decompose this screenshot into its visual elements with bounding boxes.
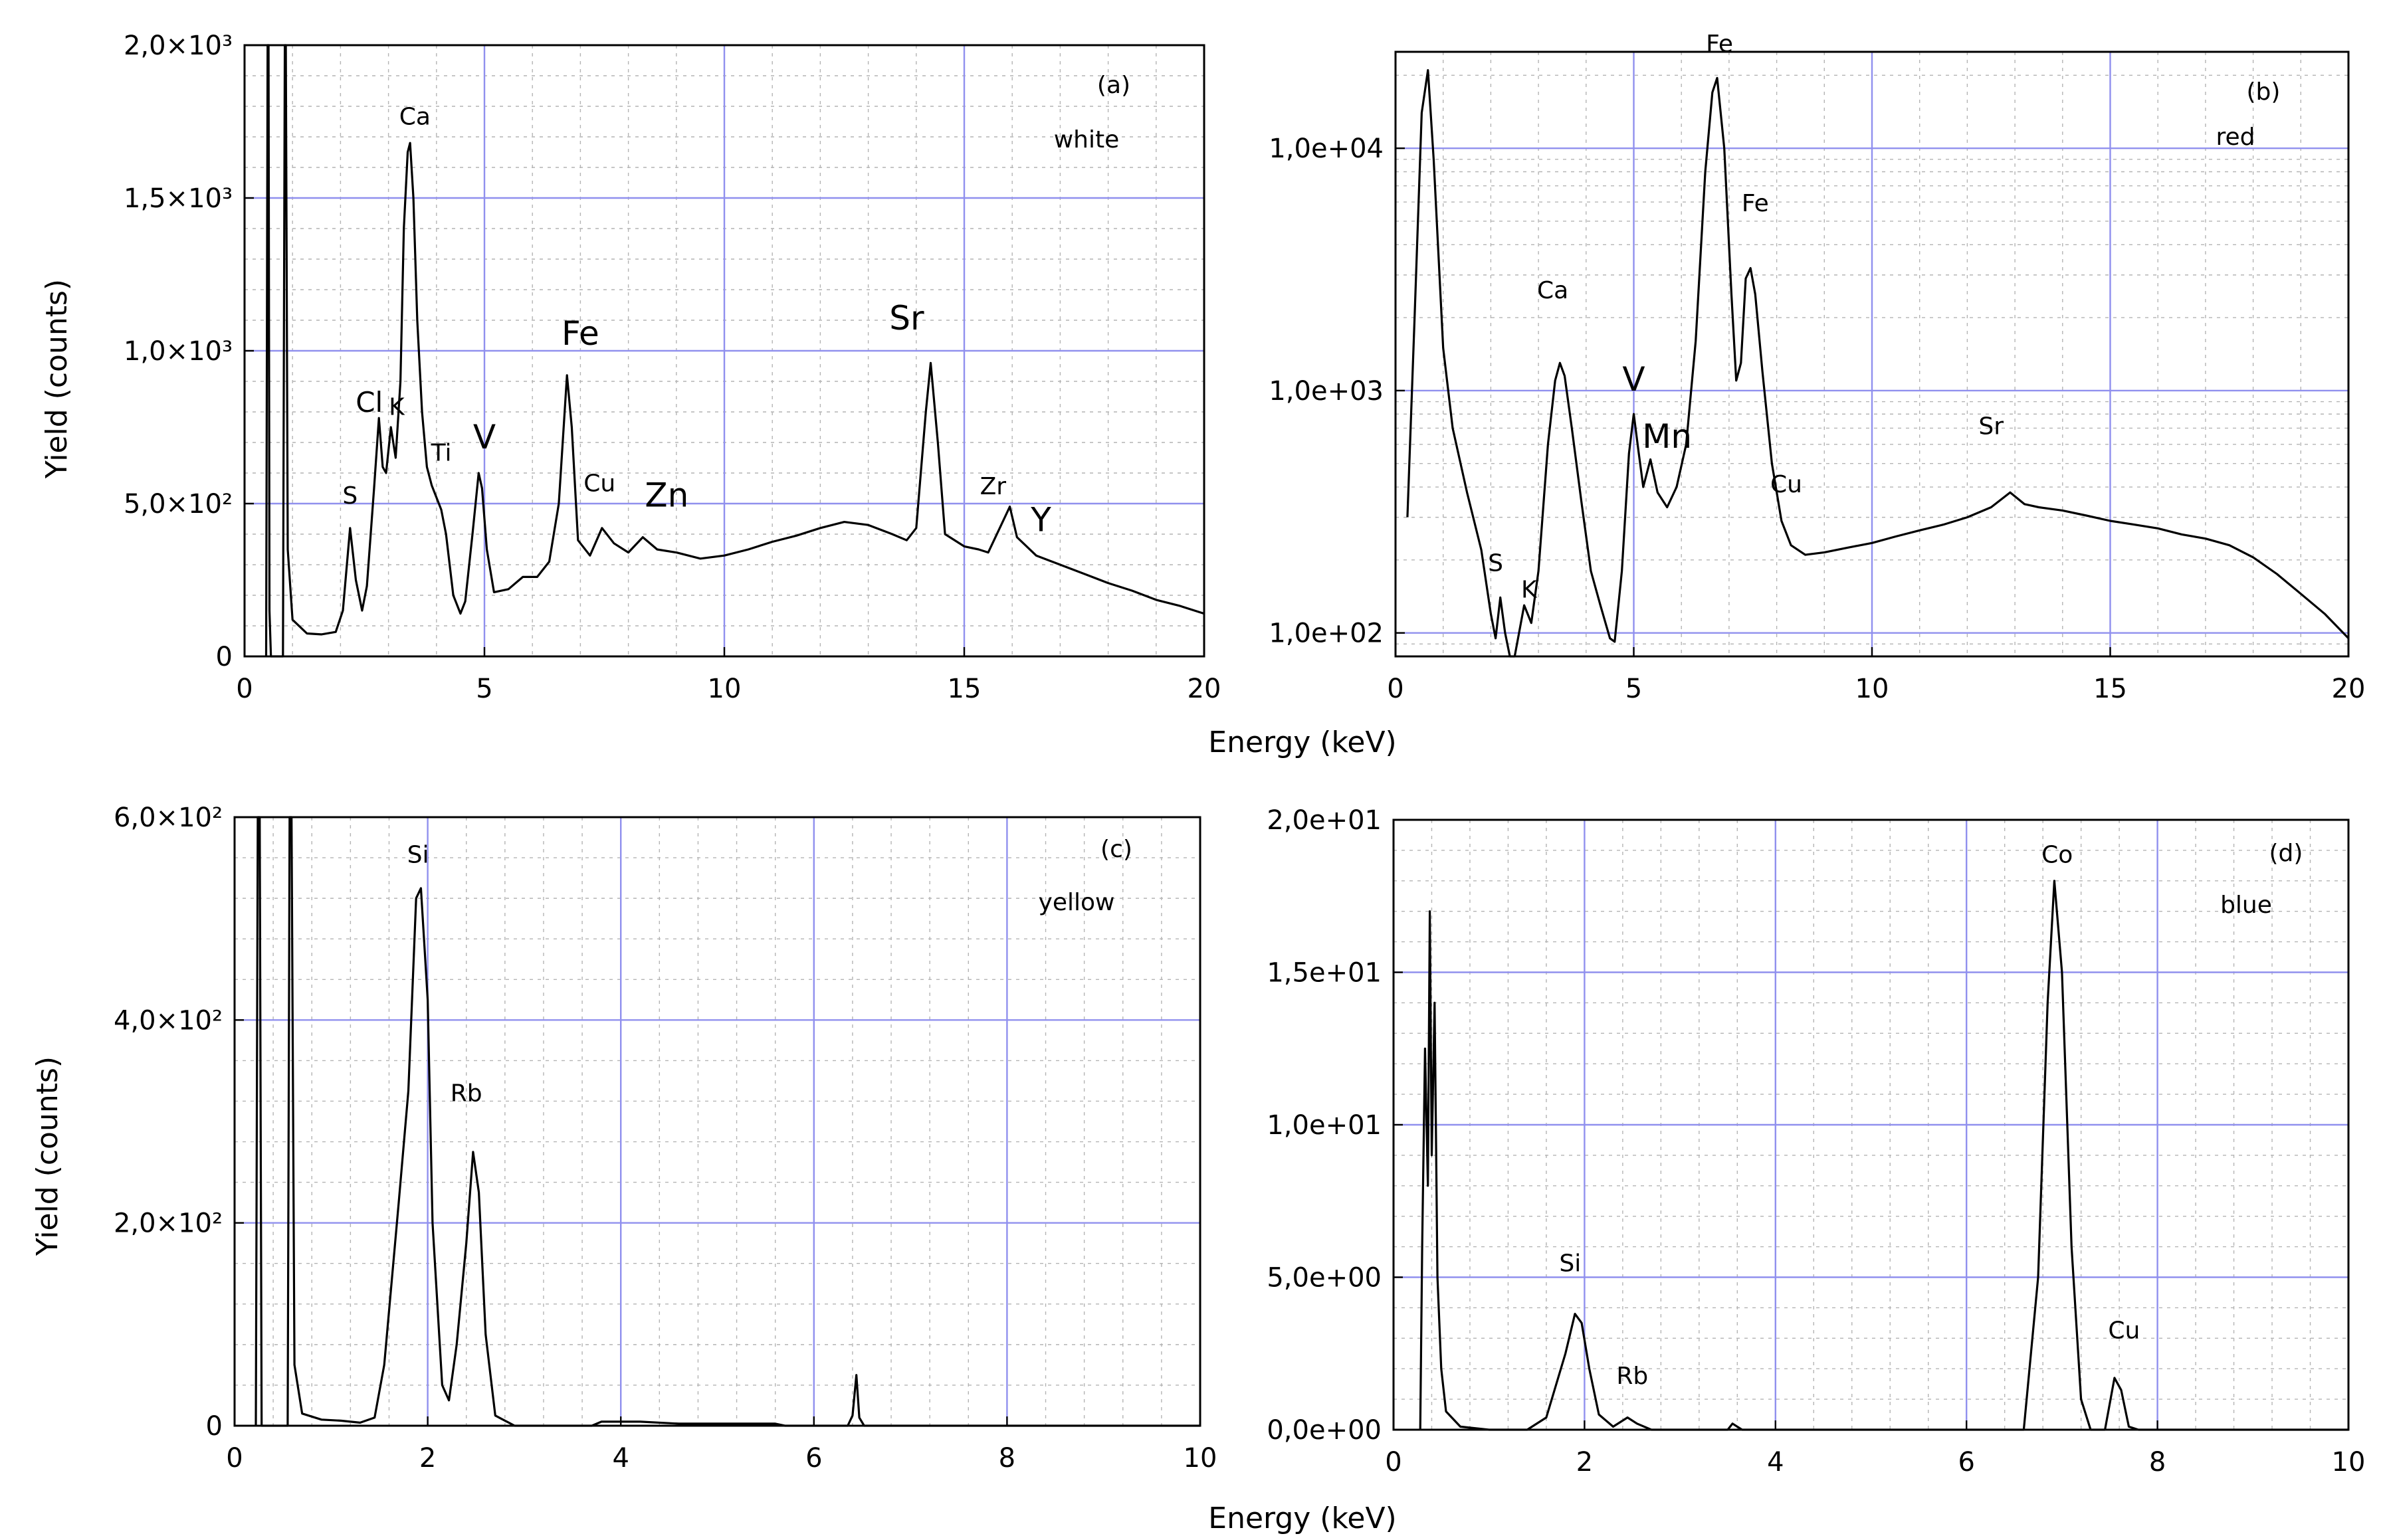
y-tick-label: 1,0e+03 xyxy=(1269,376,1384,407)
panel-d: 0 2 4 6 8 10 0,0e+00 5,0e+00 1,0e+01 1,5e+01 2,0e+… xyxy=(1267,805,2365,1478)
peak-label-ca: Ca xyxy=(399,104,431,131)
x-tick-label: 10 xyxy=(708,674,742,704)
x-tick-label: 6 xyxy=(1958,1447,1974,1478)
y-tick-label: 1,5×10³ xyxy=(124,183,233,214)
plot-frame xyxy=(1392,818,2350,1431)
y-tick-label: 1,0e+01 xyxy=(1267,1110,1382,1141)
plot-frame xyxy=(243,44,1205,658)
panel-label: (a) xyxy=(1097,72,1130,99)
sample-label: white xyxy=(1054,126,1120,153)
peak-label-sr: Sr xyxy=(1978,413,2004,440)
y-tick-label: 1,5e+01 xyxy=(1267,958,1382,989)
x-tick-label: 5 xyxy=(476,674,492,704)
plot-frame xyxy=(233,816,1201,1427)
x-tick-label: 10 xyxy=(1184,1443,1217,1474)
peak-label-cu: Cu xyxy=(2108,1317,2140,1344)
peak-label-cu: Cu xyxy=(1770,471,1802,498)
y-tick-label: 2,0×10² xyxy=(114,1208,223,1239)
x-tick-label: 0 xyxy=(226,1443,243,1474)
spectrum-line xyxy=(264,44,1205,658)
peak-label-cl: Cl xyxy=(356,386,383,419)
spectrum-line xyxy=(255,816,1200,1427)
peak-label-si: Si xyxy=(407,842,429,869)
x-tick-label: 0 xyxy=(1385,1447,1401,1478)
panel-label: (c) xyxy=(1100,836,1132,863)
spectrum-line xyxy=(1419,880,2348,1431)
peak-label-zr: Zr xyxy=(980,473,1007,500)
x-tick-label: 0 xyxy=(1387,674,1403,704)
sample-label: yellow xyxy=(1039,889,1115,916)
peak-label-v: V xyxy=(473,418,496,456)
y-tick-label: 1,0e+02 xyxy=(1269,619,1384,649)
sample-label: red xyxy=(2216,124,2255,151)
y-axis-label-bottom: Yield (counts) xyxy=(31,1056,64,1256)
y-tick-label: 4,0×10² xyxy=(114,1005,223,1036)
peak-label-rb: Rb xyxy=(451,1080,482,1107)
x-axis-label-bottom: Energy (keV) xyxy=(1208,1501,1396,1535)
x-axis-label-top: Energy (keV) xyxy=(1208,725,1396,759)
y-tick-label: 1,0×10³ xyxy=(124,336,233,367)
x-tick-label: 6 xyxy=(805,1443,822,1474)
peak-label-co: Co xyxy=(2041,841,2073,868)
peak-label-fe: Fe xyxy=(1742,190,1769,217)
spectrum-line xyxy=(1406,69,2350,658)
x-tick-label: 4 xyxy=(612,1443,629,1474)
panel-label: (d) xyxy=(2269,840,2303,867)
plot-frame xyxy=(1394,50,2350,658)
peak-label-k: K xyxy=(389,394,405,421)
y-tick-label: 2,0×10³ xyxy=(124,31,233,61)
peak-label-si: Si xyxy=(1559,1250,1581,1277)
y-tick-label: 0,0e+00 xyxy=(1267,1415,1382,1446)
x-tick-label: 4 xyxy=(1767,1447,1784,1478)
x-tick-label: 10 xyxy=(2332,1447,2366,1478)
y-tick-label: 5,0×10² xyxy=(124,489,233,520)
peak-label-v: V xyxy=(1622,360,1645,399)
peak-label-mn: Mn xyxy=(1642,417,1692,456)
x-tick-label: 15 xyxy=(2093,674,2127,704)
y-tick-label: 1,0e+04 xyxy=(1269,134,1384,164)
x-tick-label: 20 xyxy=(1188,674,1221,704)
x-tick-label: 8 xyxy=(999,1443,1015,1474)
panel-label: (b) xyxy=(2247,78,2281,106)
panel-b: 0 5 10 15 20 1,0e+02 1,0e+03 1,0e+04 Fe Fe Ca V Mn Cu… xyxy=(1269,31,2365,704)
peak-label-cu: Cu xyxy=(583,470,615,498)
y-tick-label: 0 xyxy=(216,642,233,672)
y-tick-label: 5,0e+00 xyxy=(1267,1263,1382,1294)
panel-c: 0 2 4 6 8 10 0 2,0×10² 4,0×10² 6,0×10² Si Rb (c) yell… xyxy=(114,803,1217,1474)
peak-label-s: S xyxy=(342,482,358,510)
peak-label-zn: Zn xyxy=(645,476,688,515)
sample-label: blue xyxy=(2220,892,2272,919)
x-tick-label: 2 xyxy=(419,1443,436,1474)
panel-a: 0 5 10 15 20 0 5,0×10² 1,0×10³ 1,5×10³ 2,0×10³ Ca C… xyxy=(124,31,1221,704)
peak-label-fe: Fe xyxy=(562,314,599,353)
x-tick-label: 8 xyxy=(2149,1447,2166,1478)
y-axis-label-top: Yield (counts) xyxy=(40,279,74,479)
peak-label-s: S xyxy=(1488,550,1503,577)
x-tick-label: 20 xyxy=(2332,674,2366,704)
peak-label-k: K xyxy=(1521,576,1538,603)
y-tick-label: 2,0e+01 xyxy=(1267,805,1382,836)
x-tick-label: 15 xyxy=(948,674,982,704)
x-tick-label: 0 xyxy=(236,674,253,704)
peak-label-sr: Sr xyxy=(889,299,924,337)
y-tick-label: 0 xyxy=(206,1411,223,1442)
peak-label-rb: Rb xyxy=(1616,1363,1648,1390)
peak-label-fe: Fe xyxy=(1706,31,1733,58)
peak-label-y: Y xyxy=(1030,500,1051,539)
peak-label-ca: Ca xyxy=(1537,277,1568,304)
y-tick-label: 6,0×10² xyxy=(114,803,223,833)
x-tick-label: 10 xyxy=(1855,674,1889,704)
x-tick-label: 2 xyxy=(1576,1447,1593,1478)
peak-label-ti: Ti xyxy=(431,440,452,467)
x-tick-label: 5 xyxy=(1625,674,1642,704)
